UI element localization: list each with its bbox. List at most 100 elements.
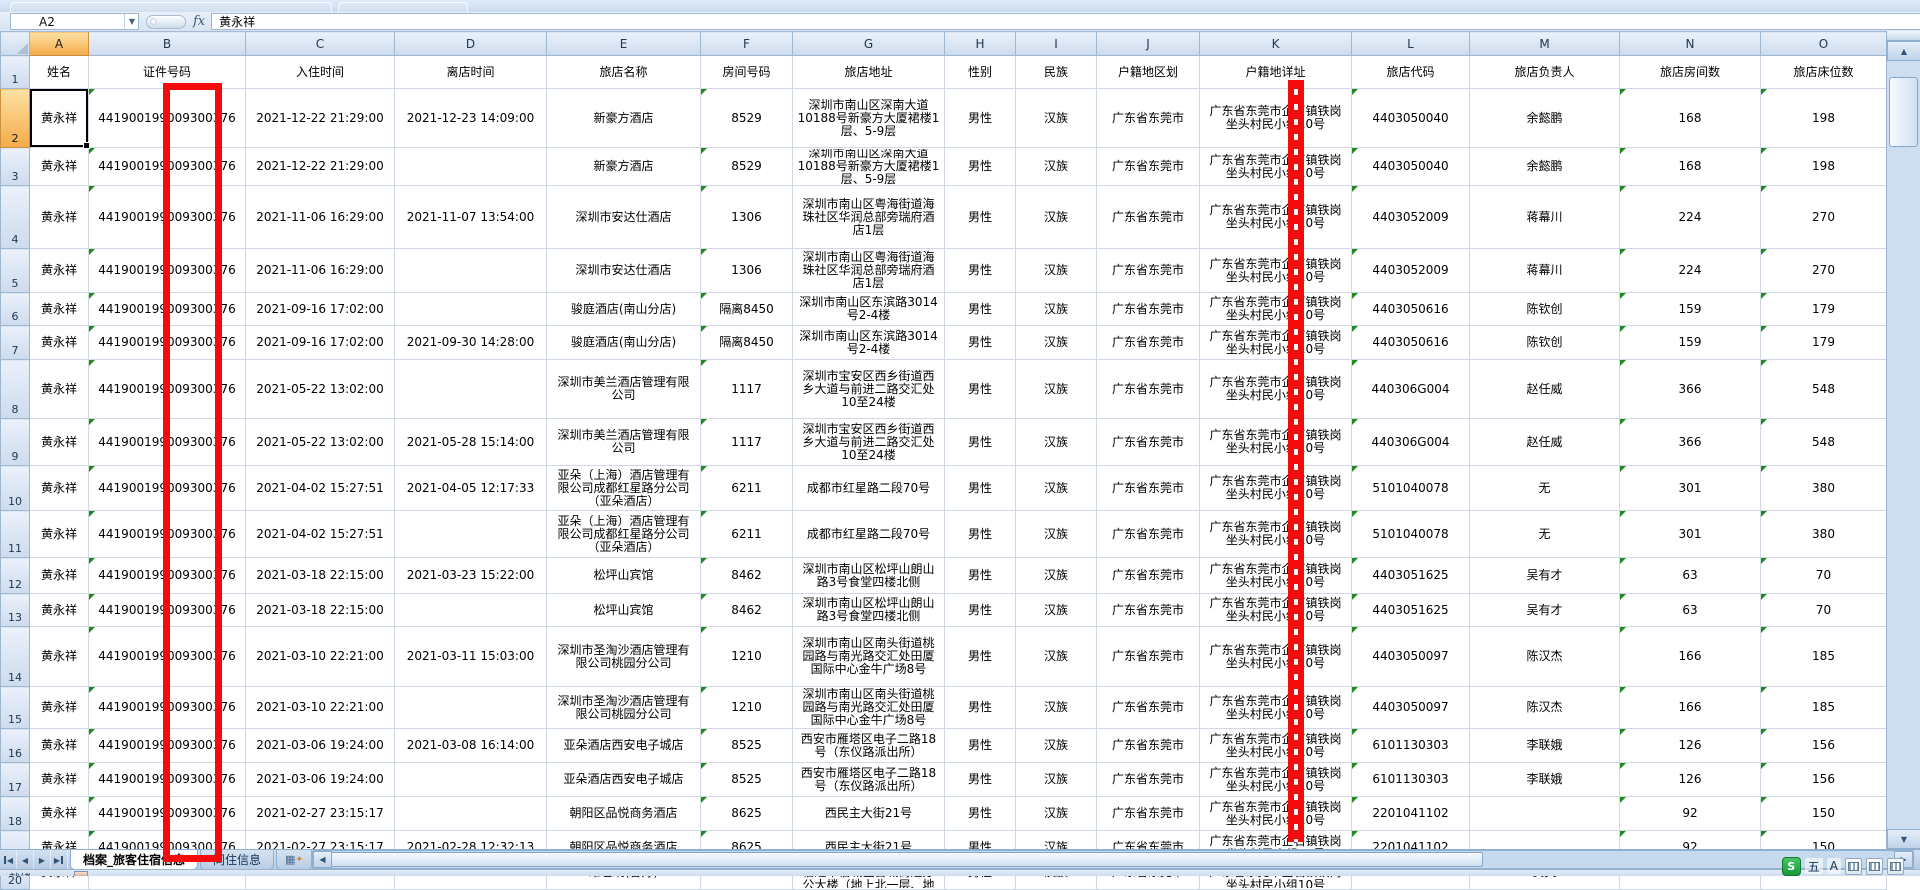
- cell-D3[interactable]: [394, 147, 547, 186]
- cell-E14[interactable]: 深圳市圣淘沙酒店管理有 限公司桃园分公司: [546, 626, 701, 687]
- cell-B12[interactable]: 441900199009300376: [88, 557, 246, 594]
- cell-C9[interactable]: 2021-05-22 13:02:00: [245, 418, 395, 466]
- cell-G6[interactable]: 深圳市南山区东滨路3014 号2-4楼: [792, 292, 945, 326]
- cell-A8[interactable]: 黄永祥: [29, 359, 89, 419]
- cell-E2[interactable]: 新豪方酒店: [546, 88, 701, 148]
- cell-J16[interactable]: 广东省东莞市: [1096, 728, 1200, 763]
- cell-L18[interactable]: 2201041102: [1351, 796, 1470, 831]
- select-all-corner[interactable]: [0, 31, 30, 56]
- cell-E5[interactable]: 深圳市安达仕酒店: [546, 248, 701, 293]
- cell-I10[interactable]: 汉族: [1015, 465, 1097, 511]
- cell-M10[interactable]: 无: [1469, 465, 1620, 511]
- cell-H6[interactable]: 男性: [944, 292, 1016, 326]
- cell-A10[interactable]: 黄永祥: [29, 465, 89, 511]
- cell-J14[interactable]: 广东省东莞市: [1096, 626, 1200, 687]
- cell-E8[interactable]: 深圳市美兰酒店管理有限 公司: [546, 359, 701, 419]
- cell-H3[interactable]: 男性: [944, 147, 1016, 186]
- cell-K6[interactable]: 广东省东莞市企石镇铁岗 坐头村民小组10号: [1199, 292, 1352, 326]
- cell-C10[interactable]: 2021-04-02 15:27:51: [245, 465, 395, 511]
- cell-L12[interactable]: 4403051625: [1351, 557, 1470, 594]
- cell-F15[interactable]: 1210: [700, 686, 793, 729]
- cell-J1[interactable]: 户籍地区划: [1096, 55, 1200, 89]
- cell-I5[interactable]: 汉族: [1015, 248, 1097, 293]
- cell-I12[interactable]: 汉族: [1015, 557, 1097, 594]
- cell-B16[interactable]: 441900199009300376: [88, 728, 246, 763]
- cell-O1[interactable]: 旅店床位数: [1760, 55, 1887, 89]
- cell-G12[interactable]: 深圳市南山区松坪山朗山 路3号食堂四楼北侧: [792, 557, 945, 594]
- row-header-15[interactable]: 15: [0, 686, 30, 729]
- ime-settings-icon[interactable]: [1887, 857, 1904, 875]
- cell-H16[interactable]: 男性: [944, 728, 1016, 763]
- cell-C13[interactable]: 2021-03-18 22:15:00: [245, 593, 395, 627]
- cell-H13[interactable]: 男性: [944, 593, 1016, 627]
- cell-I1[interactable]: 民族: [1015, 55, 1097, 89]
- cell-G2[interactable]: 深圳市南山区深南大道 10188号新豪方大厦裙楼1 层、5-9层: [792, 88, 945, 148]
- cell-I2[interactable]: 汉族: [1015, 88, 1097, 148]
- cell-I3[interactable]: 汉族: [1015, 147, 1097, 186]
- scroll-down-button[interactable]: ▼: [1887, 829, 1920, 849]
- cell-E17[interactable]: 亚朵酒店西安电子城店: [546, 762, 701, 797]
- cell-G10[interactable]: 成都市红星路二段70号: [792, 465, 945, 511]
- cell-J13[interactable]: 广东省东莞市: [1096, 593, 1200, 627]
- cell-O15[interactable]: 185: [1760, 686, 1887, 729]
- cell-D10[interactable]: 2021-04-05 12:17:33: [394, 465, 547, 511]
- sheet-tab-active[interactable]: 档案_旅客住宿信息: [70, 850, 199, 870]
- cell-F9[interactable]: 1117: [700, 418, 793, 466]
- cell-B2[interactable]: 441900199009300376: [88, 88, 246, 148]
- cell-K14[interactable]: 广东省东莞市企石镇铁岗 坐头村民小组10号: [1199, 626, 1352, 687]
- cell-J8[interactable]: 广东省东莞市: [1096, 359, 1200, 419]
- column-header-K[interactable]: K: [1199, 31, 1352, 56]
- cell-D8[interactable]: [394, 359, 547, 419]
- cell-N10[interactable]: 301: [1619, 465, 1761, 511]
- column-header-O[interactable]: O: [1760, 31, 1887, 56]
- cell-G8[interactable]: 深圳市宝安区西乡街道西 乡大道与前进二路交汇处 10至24楼: [792, 359, 945, 419]
- cell-A11[interactable]: 黄永祥: [29, 510, 89, 558]
- cell-K8[interactable]: 广东省东莞市企石镇铁岗 坐头村民小组10号: [1199, 359, 1352, 419]
- cell-G17[interactable]: 西安市雁塔区电子二路18 号（东仪路派出所）: [792, 762, 945, 797]
- cell-K4[interactable]: 广东省东莞市企石镇铁岗 坐头村民小组10号: [1199, 185, 1352, 249]
- cell-C8[interactable]: 2021-05-22 13:02:00: [245, 359, 395, 419]
- cell-F10[interactable]: 6211: [700, 465, 793, 511]
- cell-K13[interactable]: 广东省东莞市企石镇铁岗 坐头村民小组10号: [1199, 593, 1352, 627]
- cell-L5[interactable]: 4403052009: [1351, 248, 1470, 293]
- cell-A4[interactable]: 黄永祥: [29, 185, 89, 249]
- cell-D13[interactable]: [394, 593, 547, 627]
- cell-N9[interactable]: 366: [1619, 418, 1761, 466]
- cell-O5[interactable]: 270: [1760, 248, 1887, 293]
- cell-I17[interactable]: 汉族: [1015, 762, 1097, 797]
- cell-E3[interactable]: 新豪方酒店: [546, 147, 701, 186]
- cell-L15[interactable]: 4403050097: [1351, 686, 1470, 729]
- ime-mode-wubi[interactable]: 五: [1804, 858, 1823, 874]
- cell-H17[interactable]: 男性: [944, 762, 1016, 797]
- cell-B11[interactable]: 441900199009300376: [88, 510, 246, 558]
- cell-A7[interactable]: 黄永祥: [29, 325, 89, 360]
- cell-O4[interactable]: 270: [1760, 185, 1887, 249]
- cell-J2[interactable]: 广东省东莞市: [1096, 88, 1200, 148]
- column-header-L[interactable]: L: [1351, 31, 1470, 56]
- cell-D15[interactable]: [394, 686, 547, 729]
- cell-M13[interactable]: 吴有才: [1469, 593, 1620, 627]
- cell-N12[interactable]: 63: [1619, 557, 1761, 594]
- cell-K5[interactable]: 广东省东莞市企石镇铁岗 坐头村民小组10号: [1199, 248, 1352, 293]
- cell-C15[interactable]: 2021-03-10 22:21:00: [245, 686, 395, 729]
- cell-A9[interactable]: 黄永祥: [29, 418, 89, 466]
- cell-E16[interactable]: 亚朵酒店西安电子城店: [546, 728, 701, 763]
- cell-F12[interactable]: 8462: [700, 557, 793, 594]
- cell-M3[interactable]: 余懿鹏: [1469, 147, 1620, 186]
- cell-A15[interactable]: 黄永祥: [29, 686, 89, 729]
- vertical-scroll-thumb[interactable]: [1889, 77, 1918, 147]
- cell-J18[interactable]: 广东省东莞市: [1096, 796, 1200, 831]
- cell-B7[interactable]: 441900199009300376: [88, 325, 246, 360]
- row-header-2[interactable]: 2: [0, 88, 30, 148]
- cell-D4[interactable]: 2021-11-07 13:54:00: [394, 185, 547, 249]
- cell-E9[interactable]: 深圳市美兰酒店管理有限 公司: [546, 418, 701, 466]
- cell-J10[interactable]: 广东省东莞市: [1096, 465, 1200, 511]
- cell-M12[interactable]: 吴有才: [1469, 557, 1620, 594]
- cell-G3[interactable]: 深圳市南山区深南大道 10188号新豪方大厦裙楼1 层、5-9层: [792, 147, 945, 186]
- row-header-16[interactable]: 16: [0, 728, 30, 763]
- cell-F1[interactable]: 房间号码: [700, 55, 793, 89]
- row-header-3[interactable]: 3: [0, 147, 30, 186]
- cell-L13[interactable]: 4403051625: [1351, 593, 1470, 627]
- cell-F13[interactable]: 8462: [700, 593, 793, 627]
- cell-I8[interactable]: 汉族: [1015, 359, 1097, 419]
